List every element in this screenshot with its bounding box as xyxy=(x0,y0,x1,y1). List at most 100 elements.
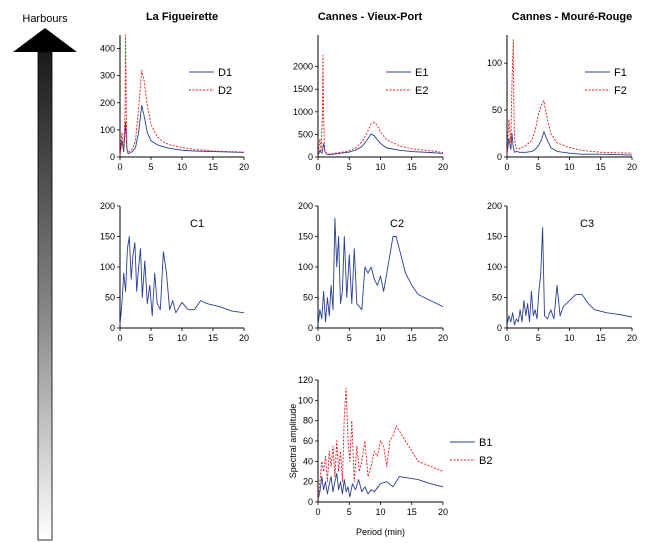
x-tick-label: 0 xyxy=(117,162,122,172)
series-line-b2 xyxy=(317,387,444,499)
x-tick-label: 15 xyxy=(407,333,417,343)
x-tick-label: 0 xyxy=(315,333,320,343)
legend-label-f1: F1 xyxy=(614,67,627,79)
series-line-e2 xyxy=(317,54,444,157)
chart-panel-b: 0 20 40 60 80 100 120 0 5 10 15 20 B1 B2 Period (min) S… xyxy=(288,375,492,537)
chart-panel-c1: 0 50 100 150 200 0 5 10 15 20 C1 xyxy=(100,201,249,343)
y-tick-label: 40 xyxy=(303,456,313,466)
harbours-arrow-shaft xyxy=(37,51,53,541)
y-tick-label: 100 xyxy=(100,262,115,272)
legend-label-d2: D2 xyxy=(218,85,232,97)
y-tick-label: 20 xyxy=(303,477,313,487)
x-tick-label: 20 xyxy=(627,162,637,172)
series-line-c1 xyxy=(119,236,245,325)
y-tick-label: 100 xyxy=(298,262,313,272)
x-tick-label: 5 xyxy=(347,507,352,517)
y-tick-label: 80 xyxy=(303,416,313,426)
legend-label-f2: F2 xyxy=(614,85,627,97)
x-tick-label: 20 xyxy=(438,162,448,172)
y-tick-label: 2000 xyxy=(293,62,313,72)
x-tick-label: 15 xyxy=(596,333,606,343)
y-tick-label: 50 xyxy=(105,293,115,303)
series-line-b1 xyxy=(317,473,444,501)
y-tick-label: 200 xyxy=(100,201,115,211)
y-tick-label: 100 xyxy=(100,125,115,135)
y-tick-label: 0 xyxy=(110,152,115,162)
x-tick-label: 0 xyxy=(504,162,509,172)
series-line-f1 xyxy=(506,131,633,156)
chart-panel-c2: 0 50 100 150 200 0 5 10 15 20 C2 xyxy=(298,201,448,343)
series-line-d2 xyxy=(119,34,245,156)
panel-annotation: C3 xyxy=(580,218,594,230)
chart-title: Cannes - Mouré-Rouge xyxy=(512,11,632,23)
x-tick-label: 15 xyxy=(407,162,417,172)
x-tick-label: 5 xyxy=(536,333,541,343)
y-tick-label: 100 xyxy=(487,262,502,272)
x-tick-label: 15 xyxy=(596,162,606,172)
y-tick-label: 120 xyxy=(298,375,313,385)
y-tick-label: 0 xyxy=(308,152,313,162)
chart-panel-c3: 0 50 100 150 200 0 5 10 15 20 C3 xyxy=(487,201,637,343)
x-tick-label: 20 xyxy=(438,333,448,343)
series-line-c3 xyxy=(506,226,633,326)
y-tick-label: 0 xyxy=(110,323,115,333)
panel-annotation: C1 xyxy=(190,218,204,230)
chart-panel-d: La Figueirette 0 100 200 300 400 0 5 10 15 20 D1 D2 xyxy=(100,11,249,172)
legend-label-e1: E1 xyxy=(415,67,428,79)
y-tick-label: 0 xyxy=(497,323,502,333)
legend-label-b1: B1 xyxy=(479,437,492,449)
y-tick-label: 1500 xyxy=(293,84,313,94)
harbours-label: Harbours xyxy=(22,13,68,25)
legend-label-d1: D1 xyxy=(218,67,232,79)
x-tick-label: 10 xyxy=(375,162,385,172)
y-tick-label: 100 xyxy=(298,395,313,405)
x-tick-label: 10 xyxy=(564,162,574,172)
y-tick-label: 50 xyxy=(303,293,313,303)
chart-title: Cannes - Vieux-Port xyxy=(318,11,423,23)
y-tick-label: 0 xyxy=(308,323,313,333)
y-tick-label: 200 xyxy=(487,201,502,211)
panel-annotation: C2 xyxy=(390,218,404,230)
chart-title: La Figueirette xyxy=(146,11,218,23)
y-tick-label: 400 xyxy=(100,44,115,54)
y-tick-label: 0 xyxy=(497,152,502,162)
y-tick-label: 1000 xyxy=(293,107,313,117)
x-tick-label: 5 xyxy=(347,162,352,172)
series-line-f2 xyxy=(506,39,633,155)
x-tick-label: 0 xyxy=(117,333,122,343)
x-tick-label: 10 xyxy=(375,333,385,343)
x-tick-label: 20 xyxy=(239,162,249,172)
y-tick-label: 150 xyxy=(487,232,502,242)
y-tick-label: 50 xyxy=(492,105,502,115)
legend-label-b2: B2 xyxy=(479,455,492,467)
y-tick-label: 200 xyxy=(298,201,313,211)
x-tick-label: 15 xyxy=(407,507,417,517)
y-tick-label: 0 xyxy=(308,497,313,507)
y-tick-label: 60 xyxy=(303,436,313,446)
x-tick-label: 20 xyxy=(239,333,249,343)
x-tick-label: 10 xyxy=(375,507,385,517)
x-tick-label: 10 xyxy=(177,162,187,172)
y-tick-label: 500 xyxy=(298,129,313,139)
harbours-arrow-head xyxy=(13,28,77,52)
y-tick-label: 50 xyxy=(492,293,502,303)
x-tick-label: 15 xyxy=(208,333,218,343)
y-tick-label: 150 xyxy=(100,232,115,242)
chart-panel-e: Cannes - Vieux-Port 0 500 1000 1500 2000 0 5 10 1… xyxy=(293,11,448,172)
y-tick-label: 100 xyxy=(487,58,502,68)
x-tick-label: 5 xyxy=(536,162,541,172)
x-tick-label: 5 xyxy=(148,333,153,343)
y-tick-label: 200 xyxy=(100,98,115,108)
series-line-c2 xyxy=(317,217,444,325)
x-axis-label: Period (min) xyxy=(356,527,405,537)
x-tick-label: 10 xyxy=(564,333,574,343)
series-line-d1 xyxy=(119,105,245,155)
x-tick-label: 10 xyxy=(177,333,187,343)
x-tick-label: 0 xyxy=(315,507,320,517)
x-tick-label: 5 xyxy=(148,162,153,172)
x-tick-label: 20 xyxy=(438,507,448,517)
y-tick-label: 300 xyxy=(100,71,115,81)
chart-panel-f: Cannes - Mouré-Rouge 0 50 100 0 5 10 15 20 F1 F2 xyxy=(487,11,637,172)
